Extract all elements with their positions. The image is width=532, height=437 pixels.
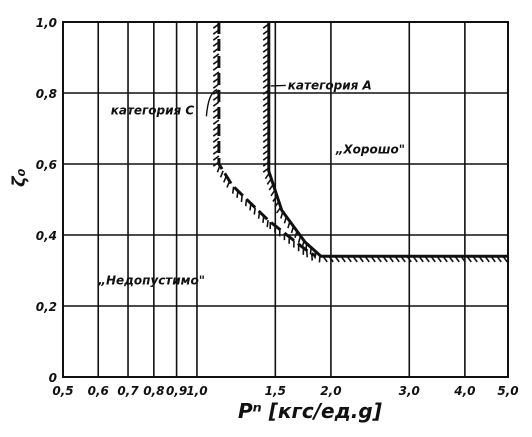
annotation-label: „Хорошо" (335, 142, 405, 156)
category-c-curve-hatching (212, 23, 313, 261)
x-tick-label: 1,5 (265, 384, 286, 398)
category-a-curve (262, 22, 508, 263)
y-tick-label: 0,2 (36, 300, 57, 314)
x-tick-label: 4,0 (453, 384, 475, 398)
category-a-curve-line (267, 22, 508, 258)
y-tick-label: 0 (49, 371, 57, 385)
plot-frame (62, 21, 509, 378)
category-c-curve (212, 22, 317, 261)
x-tick-label: 0,7 (117, 384, 139, 398)
x-axis-title: Pⁿ [кгс/ед.g] (238, 399, 382, 423)
y-tick-label: 0,4 (36, 229, 57, 243)
x-tick-label: 0,9 (166, 384, 187, 398)
x-tick-label: 0,6 (88, 384, 109, 398)
annotation-label: категория С (111, 103, 195, 117)
category-c-leader (205, 88, 218, 117)
x-axis-title-text: Pⁿ [кгс/ед.g] (238, 399, 382, 423)
x-tick-label: 0,5 (52, 384, 73, 398)
tick-labels: 0,5 0,6 0,7 0,8 0,9 1,0 1,5 2,0 3,0 4,0 5,000,20,4… (36, 16, 519, 398)
y-axis-title-text: ζ₀ (9, 168, 30, 187)
annotation-label: „Недопустимо" (97, 274, 205, 288)
curves (212, 22, 508, 263)
grid (62, 21, 509, 378)
category-a-curve-hatching (262, 23, 508, 263)
y-tick-label: 0,8 (36, 87, 57, 101)
y-tick-label: 1,0 (36, 16, 57, 30)
x-tick-label: 3,0 (399, 384, 420, 398)
x-tick-label: 5,0 (497, 384, 518, 398)
y-tick-label: 0,6 (36, 158, 57, 172)
x-tick-label: 2,0 (320, 384, 341, 398)
y-axis-title: ζ₀ (9, 168, 30, 187)
x-tick-label: 1,0 (186, 384, 207, 398)
annotation-label: категория А (288, 78, 372, 92)
x-tick-label: 0,8 (143, 384, 164, 398)
annotations: категория С категория А „Хорошо" „Недопусти… (97, 78, 405, 287)
